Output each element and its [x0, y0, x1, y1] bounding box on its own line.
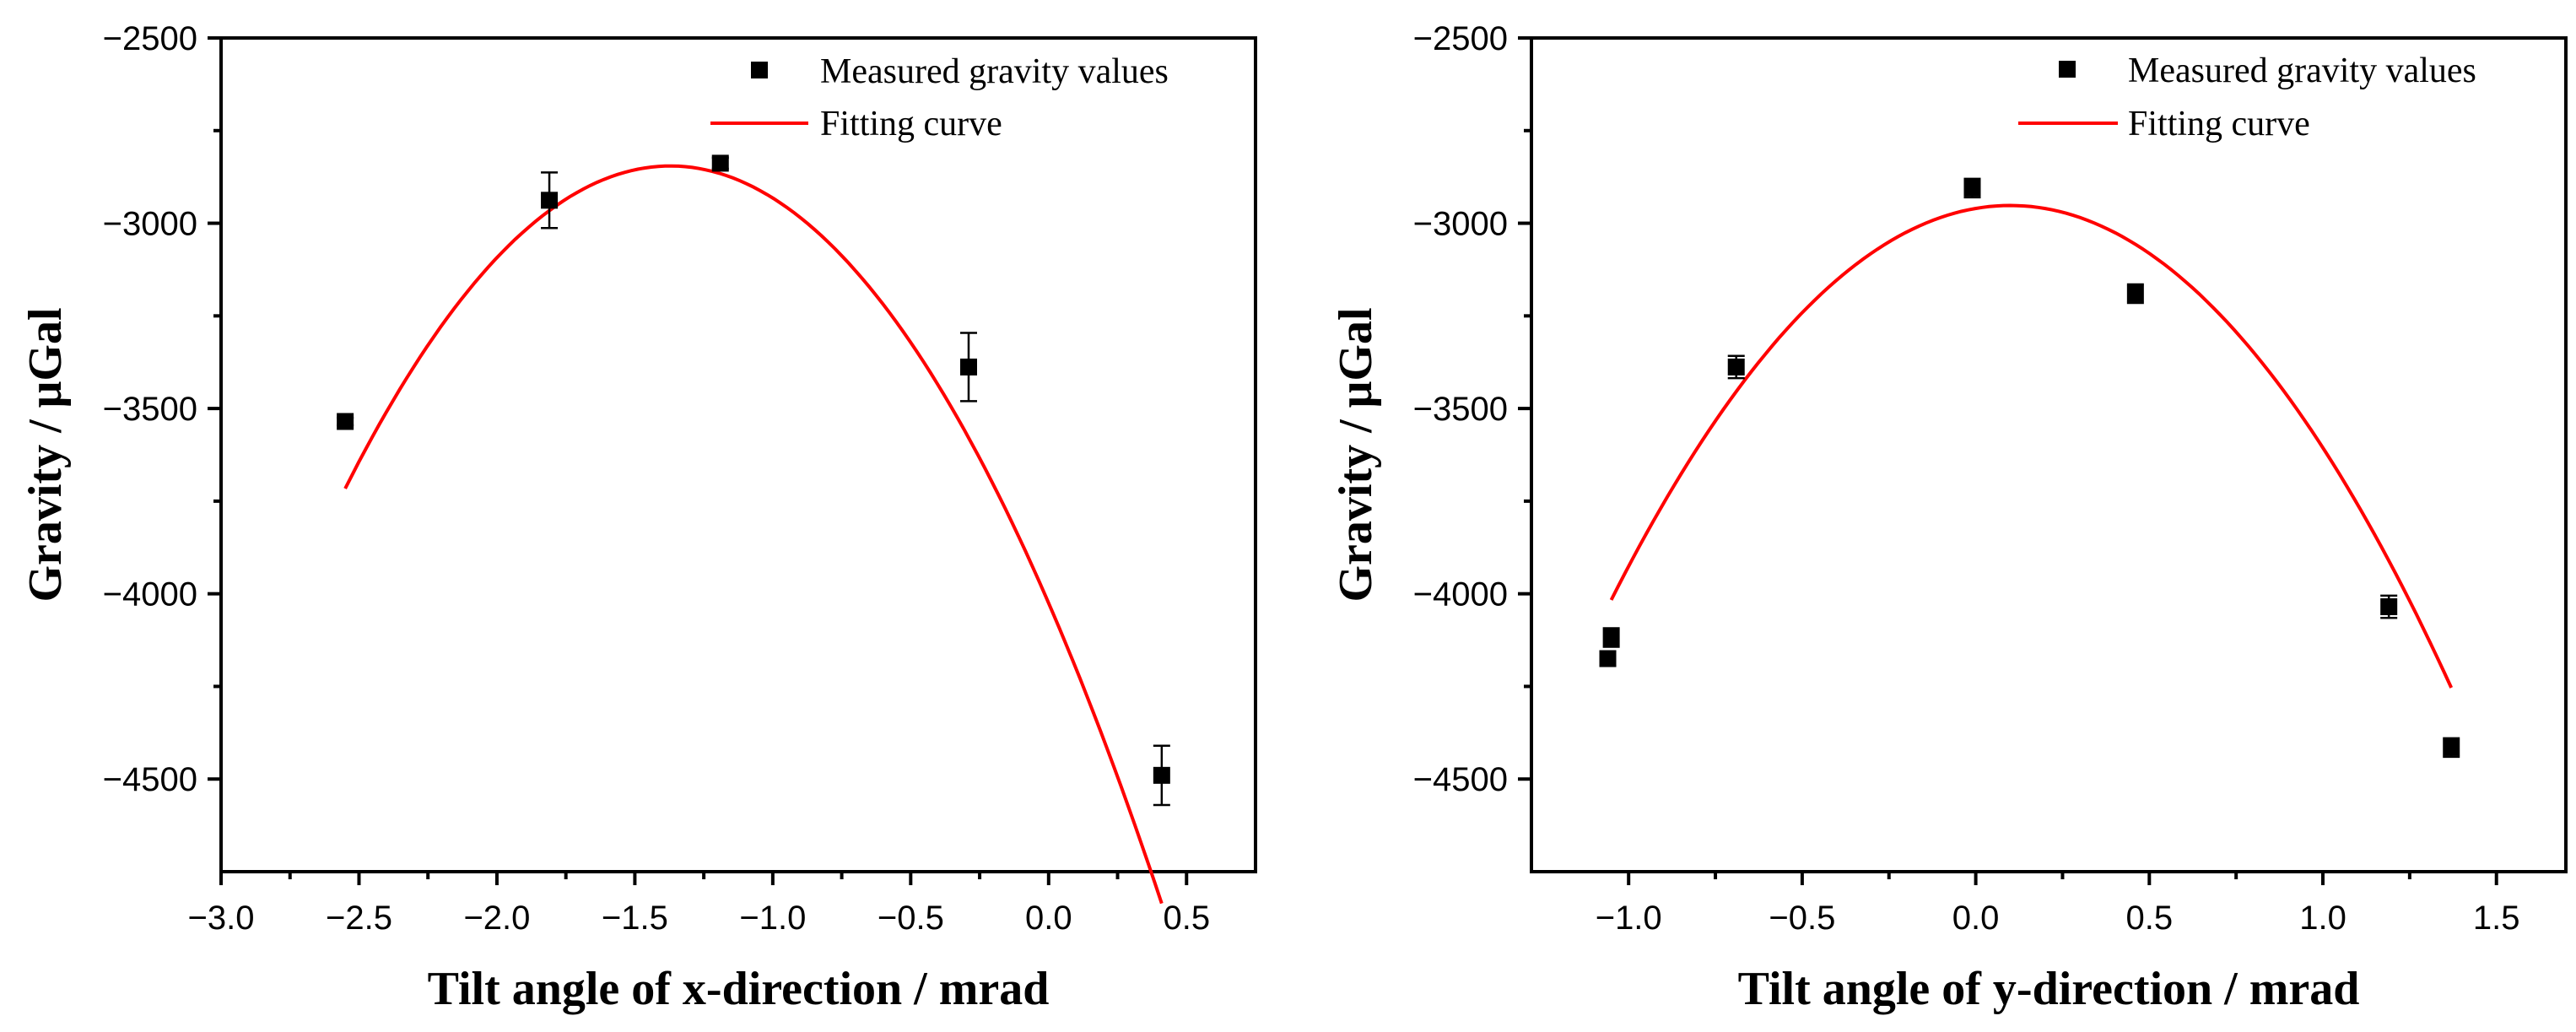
- y-tick-label: −4000: [103, 576, 197, 613]
- data-point: [711, 154, 729, 172]
- fitting-curve: [1609, 203, 2454, 689]
- data-point: [2380, 598, 2398, 616]
- plot-marks: −3.0 −2.5 −2.0 −1.5 −1.0 −0.5 0.0 0.5 −2500 −3000…: [103, 20, 1210, 937]
- x-tick-label: 0.5: [1163, 900, 1210, 937]
- x-tick-label: −1.0: [1596, 900, 1662, 937]
- chart-panel-x-direction: −3.0 −2.5 −2.0 −1.5 −1.0 −0.5 0.0 0.5 −2500 −3000…: [19, 20, 1257, 1015]
- y-tick-label: −3500: [103, 391, 197, 428]
- x-tick-label: −0.5: [1769, 900, 1835, 937]
- fitting-curve: [343, 164, 1164, 905]
- plot-frame: [1530, 36, 2568, 873]
- data-point: [1599, 650, 1617, 667]
- y-tick-label: −3000: [103, 206, 197, 243]
- legend-label-fit: Fitting curve: [2128, 105, 2310, 143]
- data-point: [1727, 358, 1745, 376]
- plot-marks: −1.0 −0.5 0.0 0.5 1.0 1.5 −2500 −3000 −3500 −4000…: [1413, 20, 2520, 937]
- y-tick-label: −3500: [1413, 391, 1508, 428]
- data-point: [2443, 738, 2460, 756]
- data-point: [1153, 766, 1170, 784]
- y-tick-label: −3000: [1413, 206, 1508, 243]
- legend-marker-square: [751, 62, 768, 78]
- x-tick-label: 0.0: [1952, 900, 2000, 937]
- legend-label-measured: Measured gravity values: [820, 52, 1169, 91]
- x-tick-label: −2.0: [463, 900, 530, 937]
- x-tick-label: 1.0: [2299, 900, 2346, 937]
- x-axis-title: Tilt angle of x-direction / mrad: [428, 963, 1050, 1015]
- y-tick-label: −4500: [103, 761, 197, 798]
- x-tick-label: −2.5: [326, 900, 392, 937]
- x-tick-label: 0.5: [2126, 900, 2174, 937]
- y-tick-label: −2500: [1413, 20, 1508, 57]
- legend: Measured gravity values Fitting curve: [710, 52, 1169, 143]
- legend-label-fit: Fitting curve: [820, 105, 1002, 143]
- chart-panel-y-direction: −1.0 −0.5 0.0 0.5 1.0 1.5 −2500 −3000 −3500 −4000…: [1330, 20, 2568, 1015]
- data-point: [541, 192, 559, 209]
- y-tick-label: −4000: [1413, 576, 1508, 613]
- x-tick-label: 1.5: [2473, 900, 2520, 937]
- y-axis-title: Gravity / μGal: [19, 307, 72, 602]
- data-point: [2126, 284, 2144, 302]
- y-tick-label: −2500: [103, 20, 197, 57]
- plot-frame: [219, 36, 1257, 873]
- data-point: [959, 358, 977, 376]
- data-point: [1963, 179, 1981, 197]
- x-tick-label: −1.0: [739, 900, 806, 937]
- legend: Measured gravity values Fitting curve: [2018, 51, 2476, 143]
- data-point: [1602, 629, 1620, 646]
- x-tick-label: 0.0: [1025, 900, 1072, 937]
- y-tick-label: −4500: [1413, 761, 1508, 798]
- data-point: [337, 413, 354, 430]
- x-tick-label: −0.5: [878, 900, 944, 937]
- y-axis-title: Gravity / μGal: [1330, 307, 1382, 602]
- x-tick-label: −1.5: [602, 900, 668, 937]
- x-tick-label: −3.0: [188, 900, 255, 937]
- x-axis-title: Tilt angle of y-direction / mrad: [1738, 963, 2360, 1015]
- legend-marker-square: [2059, 61, 2076, 78]
- legend-label-measured: Measured gravity values: [2128, 51, 2476, 90]
